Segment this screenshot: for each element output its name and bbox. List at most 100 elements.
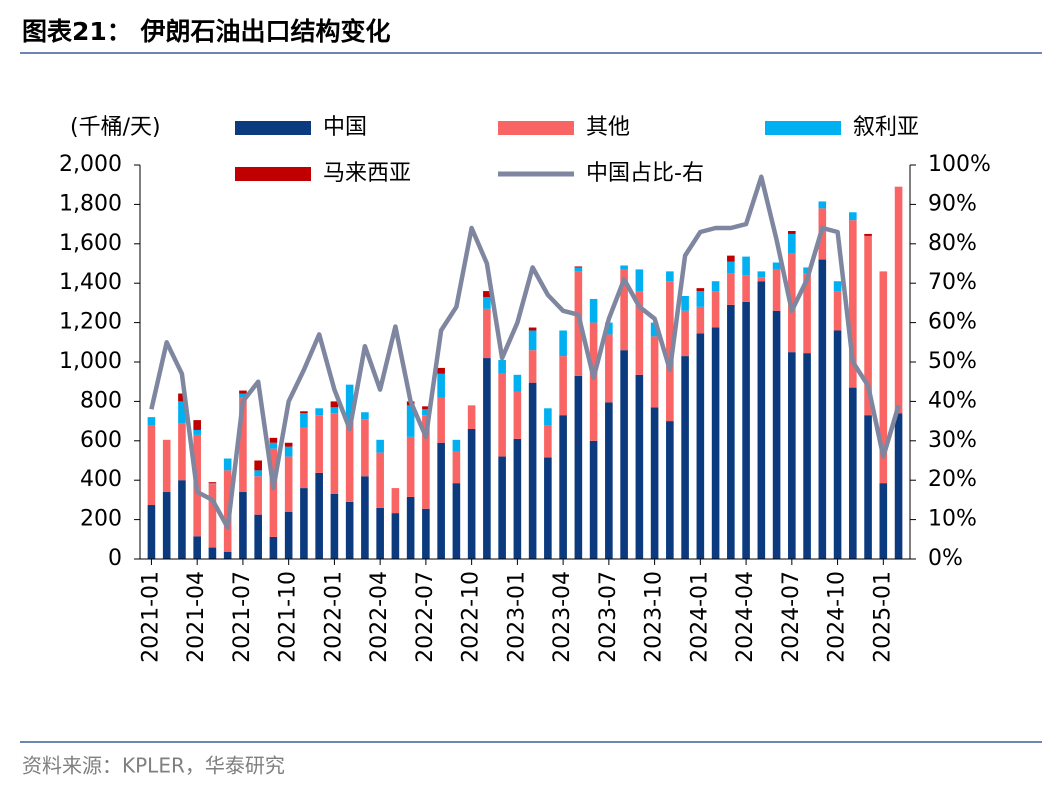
bar [208,547,217,559]
bar [589,440,598,559]
x-tick-label: 2024-01 [687,571,712,663]
bar [467,405,476,429]
x-tick-label: 2022-10 [459,571,484,663]
bar [559,415,567,559]
x-tick-label: 2025-01 [870,571,895,663]
y2-tick-label: 100% [928,152,991,177]
bar [147,505,156,559]
bar [742,301,750,559]
bar [422,415,430,509]
bar [544,408,552,426]
x-tick-label: 2021-10 [276,571,301,663]
bar [849,387,857,559]
bar [742,256,750,276]
bar [223,458,232,471]
bar [864,233,872,236]
bar [254,470,262,477]
x-tick-label: 2022-01 [321,571,346,663]
bar [833,281,842,292]
bar [757,277,766,282]
bar [635,374,644,559]
bar [422,406,430,410]
bar [254,460,262,471]
bar [437,442,445,559]
share-line [149,174,901,530]
bar [300,488,308,559]
bar [894,186,903,414]
bar [711,291,720,328]
bar [208,482,217,484]
bar [269,536,278,559]
x-tick-label: 2021-04 [184,571,209,663]
x-tick-label: 2023-04 [550,571,575,663]
bar [361,412,369,420]
bar [772,310,781,559]
y2-tick-label: 0% [928,546,963,571]
bar [345,423,354,502]
bar [803,267,811,274]
bar [666,271,674,282]
bar [361,476,369,559]
chart-title: 图表21： 伊朗石油出口结构变化 [22,17,391,46]
bar [376,439,384,453]
bar [254,514,262,559]
y-tick-label: 2,000 [59,152,122,177]
y2-tick-label: 70% [928,270,977,295]
bar [162,439,171,493]
y-tick-label: 1,600 [59,231,122,256]
bar [772,262,781,270]
bar [879,271,888,484]
bar [498,456,506,559]
bar [406,436,415,497]
bar [727,304,735,559]
bar [803,353,811,559]
bar [650,322,659,337]
bar [498,373,506,457]
y2-tick-label: 60% [928,310,977,335]
bar [620,265,628,270]
bar [696,288,705,292]
legend-label: 中国占比-右 [586,161,704,186]
y-tick-label: 1,200 [59,310,122,335]
bar [788,230,796,234]
bar [788,233,796,254]
y-tick-label: 1,800 [59,191,122,216]
bar [269,448,278,537]
bar [833,330,842,559]
bar [788,352,796,559]
bar [513,391,522,439]
bar [666,421,674,559]
bar [849,220,857,388]
y2-tick-label: 50% [928,349,977,374]
legend-label: 叙利亚 [853,115,919,140]
bar [757,271,766,278]
bar [544,425,552,458]
bar [345,501,354,559]
bar [376,507,384,559]
bar [422,409,430,416]
bar [879,483,888,559]
bar [574,266,583,268]
source: 资料来源：KPLER，华泰研究 [22,754,285,778]
bar [818,259,827,559]
bar [330,401,339,408]
bar [162,492,171,559]
y-tick-label: 800 [80,388,122,413]
bar [589,298,598,323]
y2-tick-label: 90% [928,191,977,216]
bar [894,413,903,559]
bar [178,480,186,559]
bar [528,330,537,351]
bar [300,413,308,428]
bar [239,393,247,398]
legend-swatch [235,121,311,135]
bar [483,296,491,309]
bar [178,393,186,402]
bar [620,350,628,559]
y2-tick-label: 40% [928,388,977,413]
y-tick-label: 0 [108,546,122,571]
bar [284,446,293,457]
bar [696,306,705,334]
bar [452,451,461,484]
